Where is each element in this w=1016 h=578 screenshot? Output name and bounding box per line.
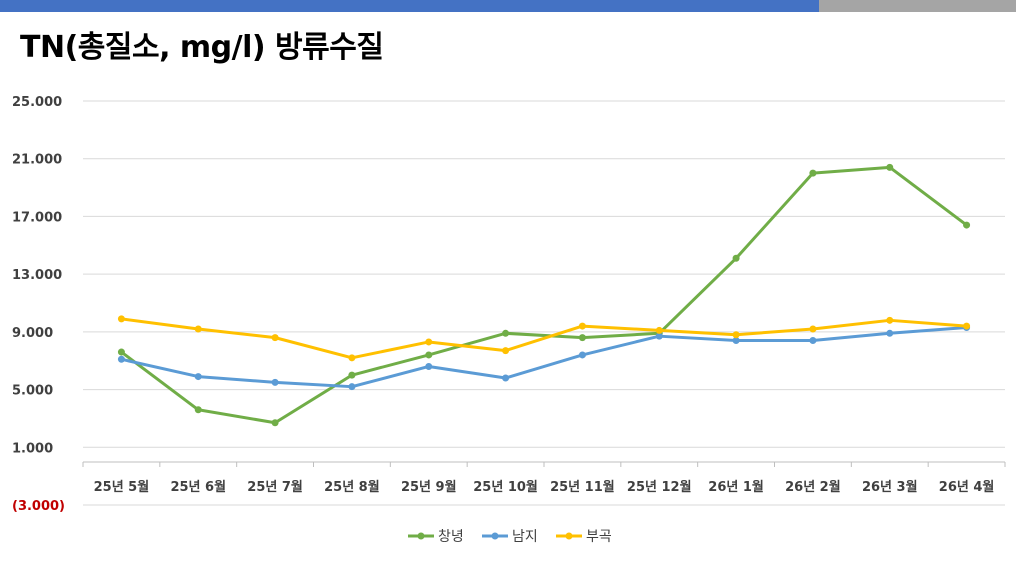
data-point: [886, 316, 894, 324]
data-point: [886, 329, 894, 337]
data-point: [578, 351, 586, 359]
y-tick-label: (3.000): [12, 499, 65, 514]
legend-item: 남지: [482, 529, 538, 545]
legend-label: 창녕: [438, 529, 464, 545]
data-point: [732, 331, 740, 339]
data-point: [886, 163, 894, 171]
data-point: [809, 169, 817, 177]
data-point: [502, 374, 510, 382]
chart-series: [117, 163, 971, 427]
header-accent-bar-gray: [819, 0, 1016, 12]
chart-gridlines: [83, 100, 1005, 506]
legend-item: 창녕: [408, 529, 464, 545]
x-axis: [82, 461, 1006, 467]
data-point: [655, 326, 663, 334]
x-tick-label: 25년 5월: [94, 479, 150, 495]
legend-swatch-marker: [491, 532, 499, 540]
data-point: [502, 347, 510, 355]
data-point: [809, 337, 817, 345]
x-tick-label: 26년 1월: [708, 479, 764, 495]
y-tick-label: 1.000: [12, 441, 53, 456]
data-point: [425, 351, 433, 359]
x-tick-label: 25년 6월: [170, 479, 226, 495]
legend-swatch-marker: [417, 532, 425, 540]
y-axis-tick-labels: 25.000 21.000 17.000 13.000 9.000 5.000 1.000 (…: [12, 95, 65, 514]
y-tick-label: 17.000: [12, 210, 62, 225]
data-point: [194, 325, 202, 333]
x-tick-label: 25년 9월: [401, 479, 457, 495]
data-point: [348, 371, 356, 379]
legend-label: 남지: [512, 529, 538, 545]
data-point: [425, 338, 433, 346]
data-point: [732, 254, 740, 262]
series-2: [117, 315, 971, 362]
page-title: TN(총질소, mg/l) 방류수질: [20, 30, 384, 65]
x-tick-label: 26년 3월: [862, 479, 918, 495]
header-accent-bar-blue: [0, 0, 819, 12]
x-tick-label: 26년 4월: [939, 479, 995, 495]
data-point: [809, 325, 817, 333]
chart-legend: 창녕 남지 부곡: [408, 529, 612, 545]
x-tick-label: 25년 7월: [247, 479, 303, 495]
data-point: [348, 354, 356, 362]
y-tick-label: 25.000: [12, 95, 62, 110]
series-line: [119, 326, 969, 389]
data-point: [271, 419, 279, 427]
y-tick-label: 5.000: [12, 384, 53, 399]
x-tick-label: 25년 10월: [473, 479, 538, 495]
legend-label: 부곡: [586, 529, 612, 545]
data-point: [194, 373, 202, 381]
x-tick-label: 25년 12월: [627, 479, 692, 495]
data-point: [502, 329, 510, 337]
data-point: [117, 315, 125, 323]
data-point: [271, 334, 279, 342]
data-point: [963, 221, 971, 229]
data-point: [578, 334, 586, 342]
data-point: [425, 362, 433, 370]
series-1: [117, 324, 971, 391]
data-point: [117, 348, 125, 356]
legend-item: 부곡: [556, 529, 612, 545]
x-axis-tick-labels: 25년 5월 25년 6월 25년 7월 25년 8월 25년 9월 25년 10월 25년…: [94, 479, 995, 495]
y-tick-label: 9.000: [12, 326, 53, 341]
legend-swatch-marker: [565, 532, 573, 540]
data-point: [194, 406, 202, 414]
series-line: [119, 165, 969, 425]
x-tick-label: 25년 8월: [324, 479, 380, 495]
data-point: [117, 355, 125, 363]
data-point: [655, 332, 663, 340]
y-tick-label: 21.000: [12, 153, 62, 168]
x-tick-label: 25년 11월: [550, 479, 615, 495]
data-point: [348, 383, 356, 391]
series-0: [117, 163, 971, 427]
series-line: [119, 317, 969, 360]
x-tick-label: 26년 2월: [785, 479, 841, 495]
data-point: [963, 322, 971, 330]
y-tick-label: 13.000: [12, 268, 62, 283]
data-point: [271, 378, 279, 386]
data-point: [732, 337, 740, 345]
data-point: [578, 322, 586, 330]
